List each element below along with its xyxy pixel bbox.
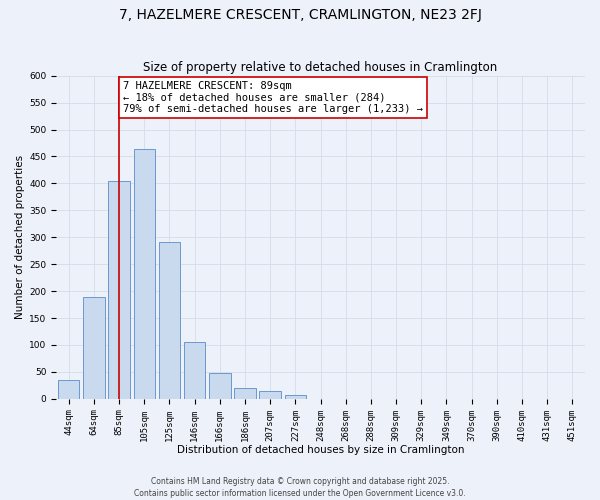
Bar — [284, 394, 306, 399]
Bar — [109, 180, 130, 399]
Bar — [83, 296, 104, 399]
Bar — [235, 388, 256, 399]
Bar — [134, 150, 155, 399]
Title: Size of property relative to detached houses in Cramlington: Size of property relative to detached ho… — [143, 62, 497, 74]
Bar — [58, 380, 79, 399]
Bar — [159, 242, 180, 399]
X-axis label: Distribution of detached houses by size in Cramlington: Distribution of detached houses by size … — [177, 445, 464, 455]
Bar — [259, 391, 281, 399]
Bar — [184, 342, 205, 399]
Text: Contains HM Land Registry data © Crown copyright and database right 2025.
Contai: Contains HM Land Registry data © Crown c… — [134, 476, 466, 498]
Text: 7 HAZELMERE CRESCENT: 89sqm
← 18% of detached houses are smaller (284)
79% of se: 7 HAZELMERE CRESCENT: 89sqm ← 18% of det… — [123, 81, 423, 114]
Text: 7, HAZELMERE CRESCENT, CRAMLINGTON, NE23 2FJ: 7, HAZELMERE CRESCENT, CRAMLINGTON, NE23… — [119, 8, 481, 22]
Y-axis label: Number of detached properties: Number of detached properties — [15, 155, 25, 320]
Bar — [209, 373, 230, 399]
